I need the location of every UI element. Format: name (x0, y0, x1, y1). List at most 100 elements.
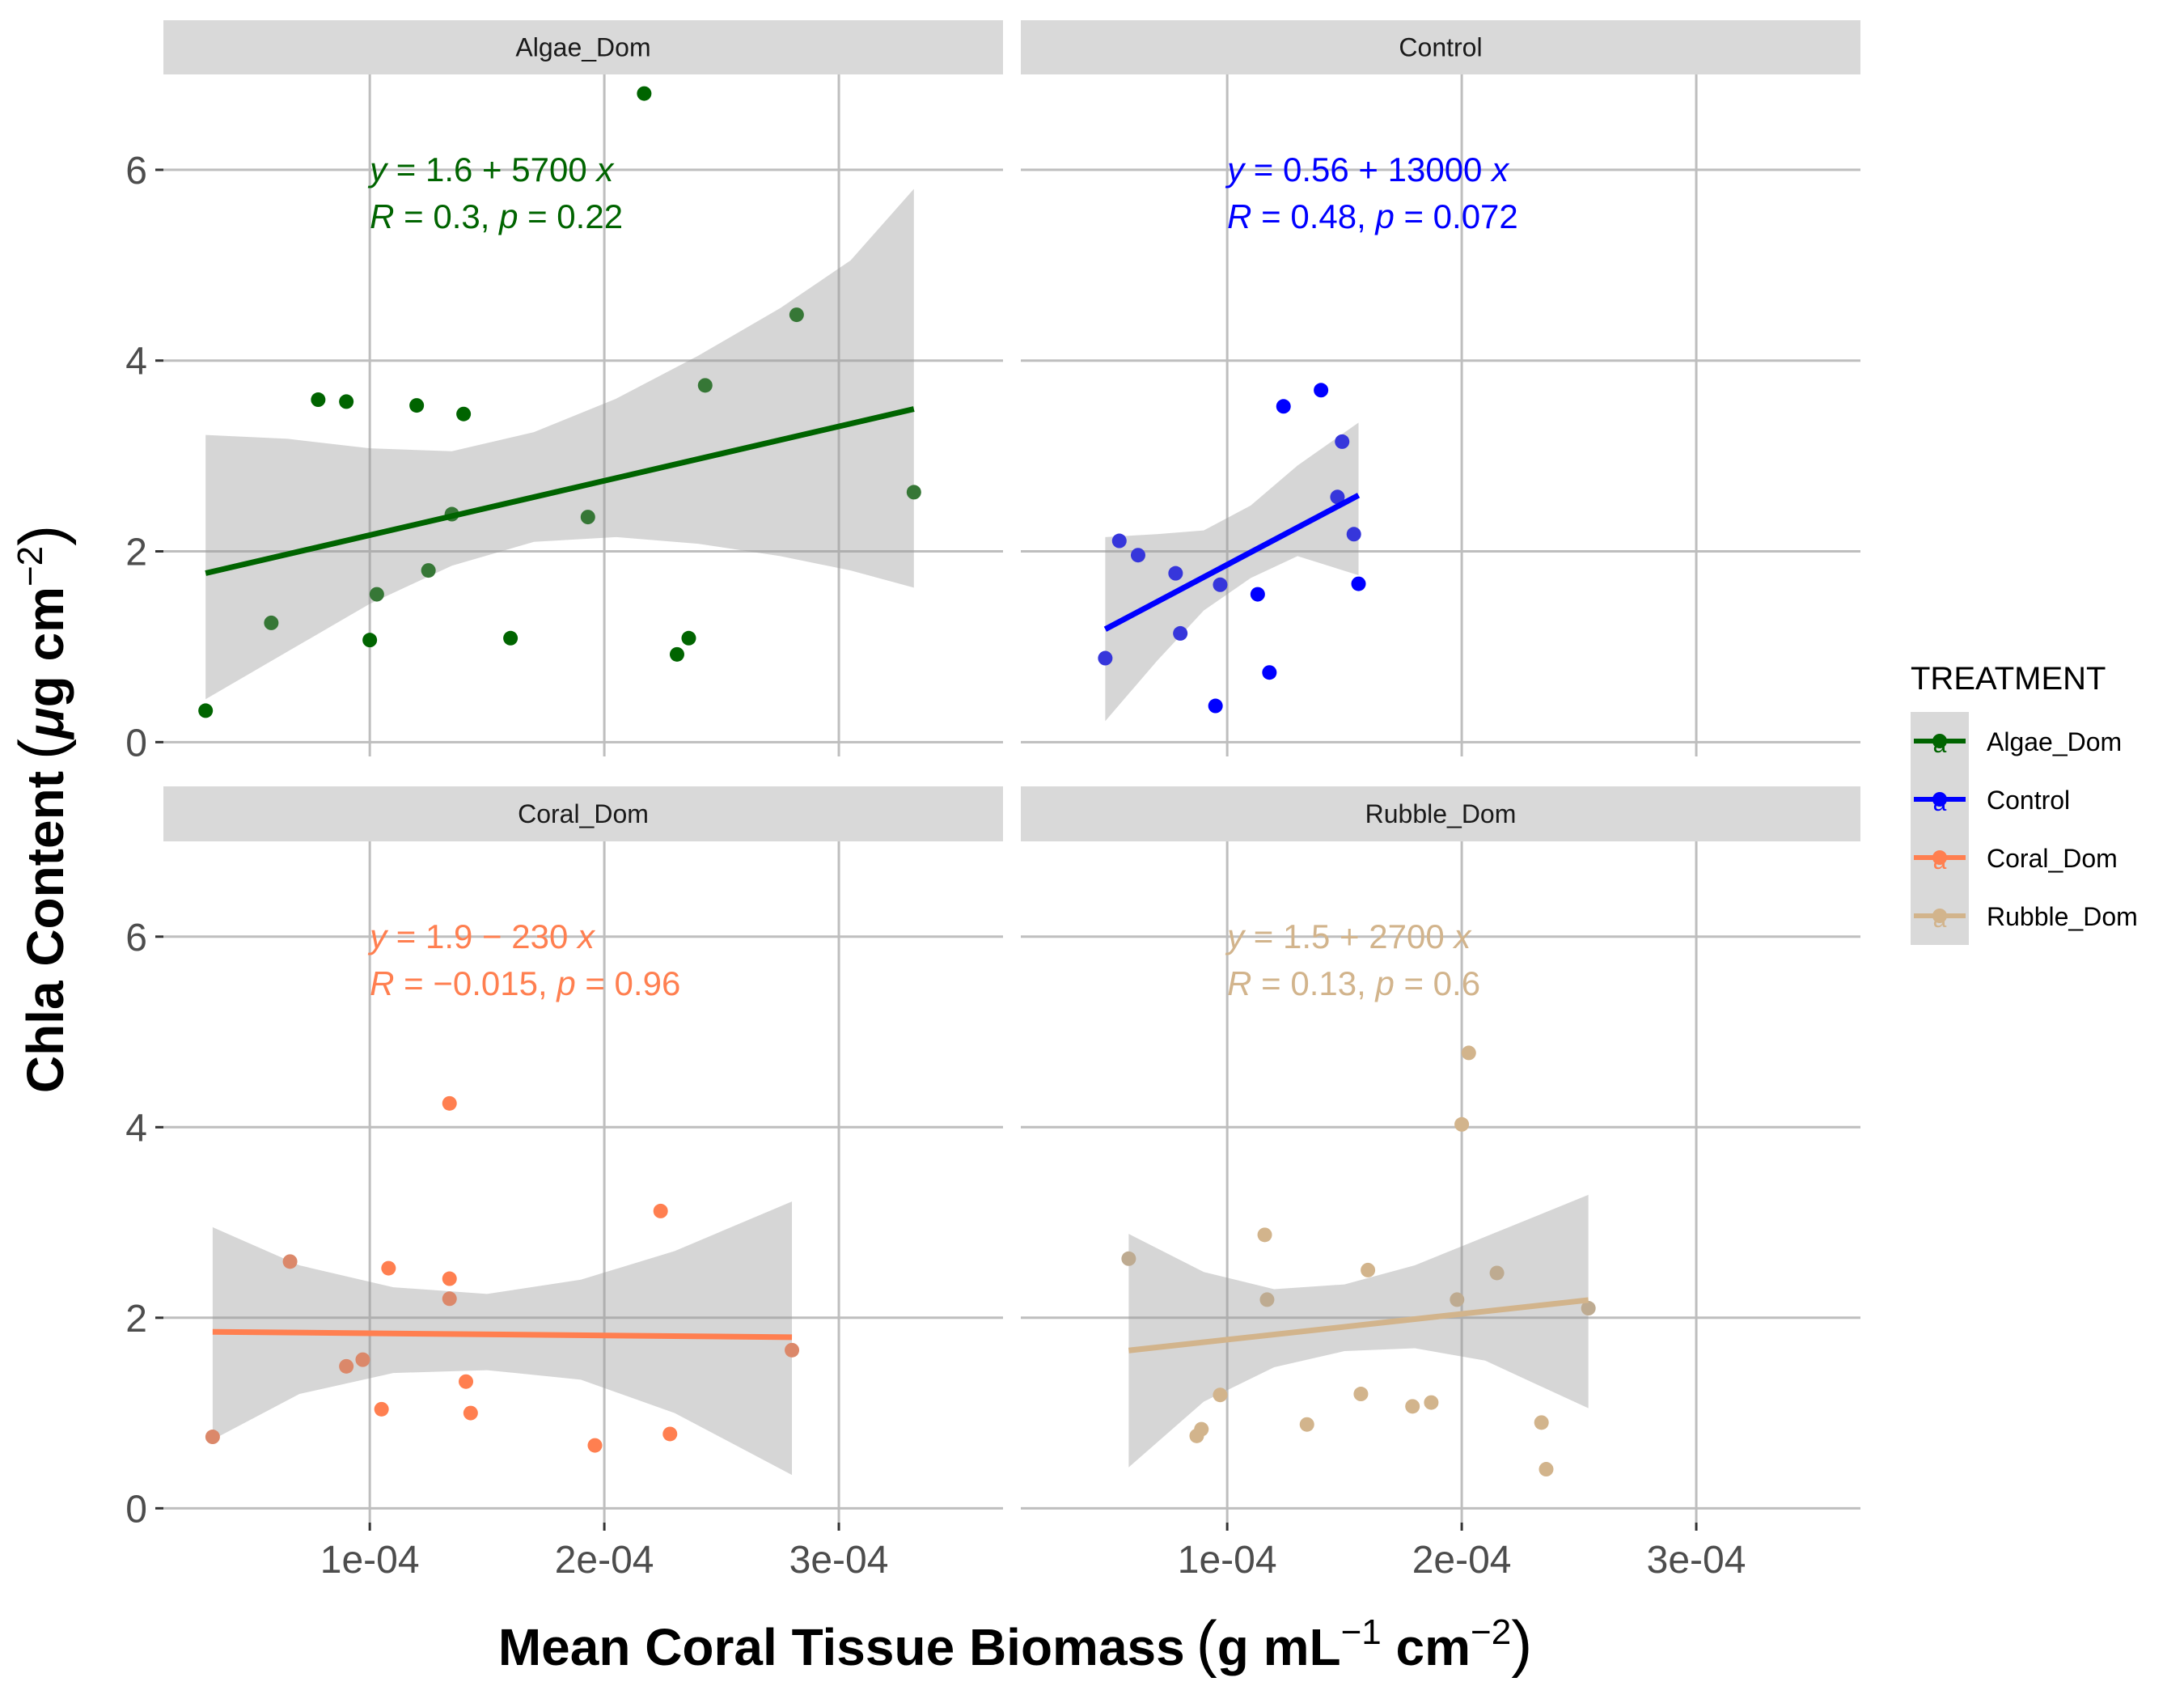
legend-item-rubble-dom: a Rubble_Dom (1911, 887, 2138, 945)
data-point (1424, 1395, 1439, 1410)
legend-item-label: Coral_Dom (1987, 844, 2118, 873)
regression-equation: y = 1.5 + 2700 x (1225, 917, 1472, 955)
facet-strip-label: Algae_Dom (515, 33, 650, 62)
data-point (459, 1374, 474, 1389)
y-tick-label: 4 (125, 341, 147, 383)
data-point (503, 630, 518, 646)
legend-key-point (1932, 734, 1947, 748)
data-point (1121, 1251, 1136, 1266)
data-point (697, 378, 713, 393)
data-point (789, 307, 804, 323)
data-point (339, 394, 354, 409)
y-tick-label: 2 (125, 1298, 147, 1341)
facet-rubble-dom: Rubble_Dom 1e-04 2e-04 3e-04 y = 1.5 + 2700 … (1021, 786, 1860, 1582)
stats-r-symbol: R (1227, 964, 1251, 1002)
x-tick-label: 3e-04 (789, 1539, 889, 1582)
equation-x: x (1452, 917, 1472, 955)
data-point (1168, 566, 1183, 581)
stats-r-symbol: R (1227, 197, 1251, 235)
data-point (1259, 1292, 1275, 1307)
data-point (442, 1291, 457, 1307)
data-point (456, 406, 472, 422)
confidence-band (212, 1201, 793, 1476)
facet-strip-label: Control (1399, 33, 1482, 62)
data-point (1581, 1301, 1596, 1316)
data-point (1314, 383, 1329, 398)
regression-stats: R = 0.48, p = 0.072 (1227, 197, 1518, 235)
y-tick-label: 6 (125, 917, 147, 960)
data-point (442, 1271, 457, 1286)
data-point (1450, 1292, 1465, 1307)
data-point (1330, 489, 1345, 505)
confidence-band (205, 189, 914, 700)
data-point (374, 1401, 389, 1417)
facet-control: Control y = 0.56 + 13000 x R = 0.48, p = 0… (1021, 20, 1860, 756)
data-point (1213, 1387, 1228, 1403)
data-point (1489, 1265, 1505, 1281)
data-point (442, 1095, 457, 1111)
regression-equation: y = 1.9 − 230 x (367, 917, 596, 955)
data-point (1213, 577, 1228, 592)
x-axis-title: Mean Coral Tissue Biomass (g mL−1 cm−2) (498, 1608, 1532, 1679)
facet-strip (163, 20, 1003, 74)
data-point (369, 587, 384, 602)
data-point (463, 1405, 478, 1421)
data-point (580, 510, 595, 525)
legend-title: TREATMENT (1911, 661, 2106, 697)
equation-y: y (1225, 917, 1246, 955)
data-point (311, 392, 326, 408)
facet-strip (1021, 20, 1860, 74)
data-point (1130, 548, 1145, 563)
facet-strip-label: Rubble_Dom (1365, 799, 1517, 828)
facet-algae-dom: Algae_Dom 0 2 4 6 y = 1.6 + 5700 x R = 0.3, p … (125, 20, 1003, 765)
x-axis-units-exponent2: −2 (1471, 1612, 1511, 1652)
y-tick-label: 2 (125, 532, 147, 574)
data-point (339, 1358, 354, 1374)
data-point (421, 563, 436, 578)
equation-body: = 1.9 − 230 (387, 917, 578, 955)
data-point (1351, 576, 1366, 591)
facet-panels: Algae_Dom 0 2 4 6 y = 1.6 + 5700 x R = 0.3, p … (125, 20, 1860, 1582)
stats-p-value: = 0.072 (1395, 197, 1518, 235)
data-point (264, 615, 279, 630)
data-point (1111, 533, 1127, 549)
legend-key-glyph: a (1933, 906, 1947, 933)
legend-key-point (1932, 850, 1947, 865)
data-point (1335, 434, 1350, 449)
data-point (1257, 1227, 1272, 1243)
stats-p-value: = 0.96 (576, 964, 681, 1002)
stats-r-value: = 0.13, (1251, 964, 1375, 1002)
data-point (1208, 698, 1223, 714)
x-tick-label: 1e-04 (1178, 1539, 1277, 1582)
legend-item-label: Control (1987, 786, 2070, 815)
data-point (662, 1426, 678, 1442)
equation-x: x (1490, 150, 1510, 189)
legend-item-control: a Control (1911, 770, 2070, 828)
data-point (1454, 1116, 1470, 1132)
facet-strip (1021, 786, 1860, 841)
data-point (1250, 587, 1265, 602)
data-point (1346, 527, 1361, 542)
x-tick-label: 3e-04 (1647, 1539, 1746, 1582)
stats-r-value: = −0.015, (394, 964, 557, 1002)
equation-body: = 1.5 + 2700 (1244, 917, 1454, 955)
data-point (1194, 1421, 1209, 1437)
data-point (198, 703, 214, 718)
x-axis-title-main: Mean Coral Tissue Biomass (498, 1618, 1185, 1676)
regression-equation: y = 0.56 + 13000 x (1225, 150, 1510, 189)
facet-coral-dom: Coral_Dom 0 2 4 6 1e-04 2e-04 3e-04 y = 1.9 − 23… (125, 786, 1003, 1582)
stats-r-symbol: R (370, 197, 394, 235)
confidence-band (1105, 422, 1359, 722)
equation-x: x (576, 917, 596, 955)
stats-r-value: = 0.3, (394, 197, 499, 235)
data-point (1098, 650, 1113, 666)
y-axis-units-close-paren: ) (6, 525, 77, 546)
legend-item-coral-dom: a Coral_Dom (1911, 828, 2118, 887)
data-point (1353, 1387, 1369, 1402)
stats-p-symbol: p (497, 197, 518, 235)
data-point (681, 630, 696, 646)
regression-stats: R = 0.13, p = 0.6 (1227, 964, 1480, 1002)
data-point (355, 1352, 370, 1367)
